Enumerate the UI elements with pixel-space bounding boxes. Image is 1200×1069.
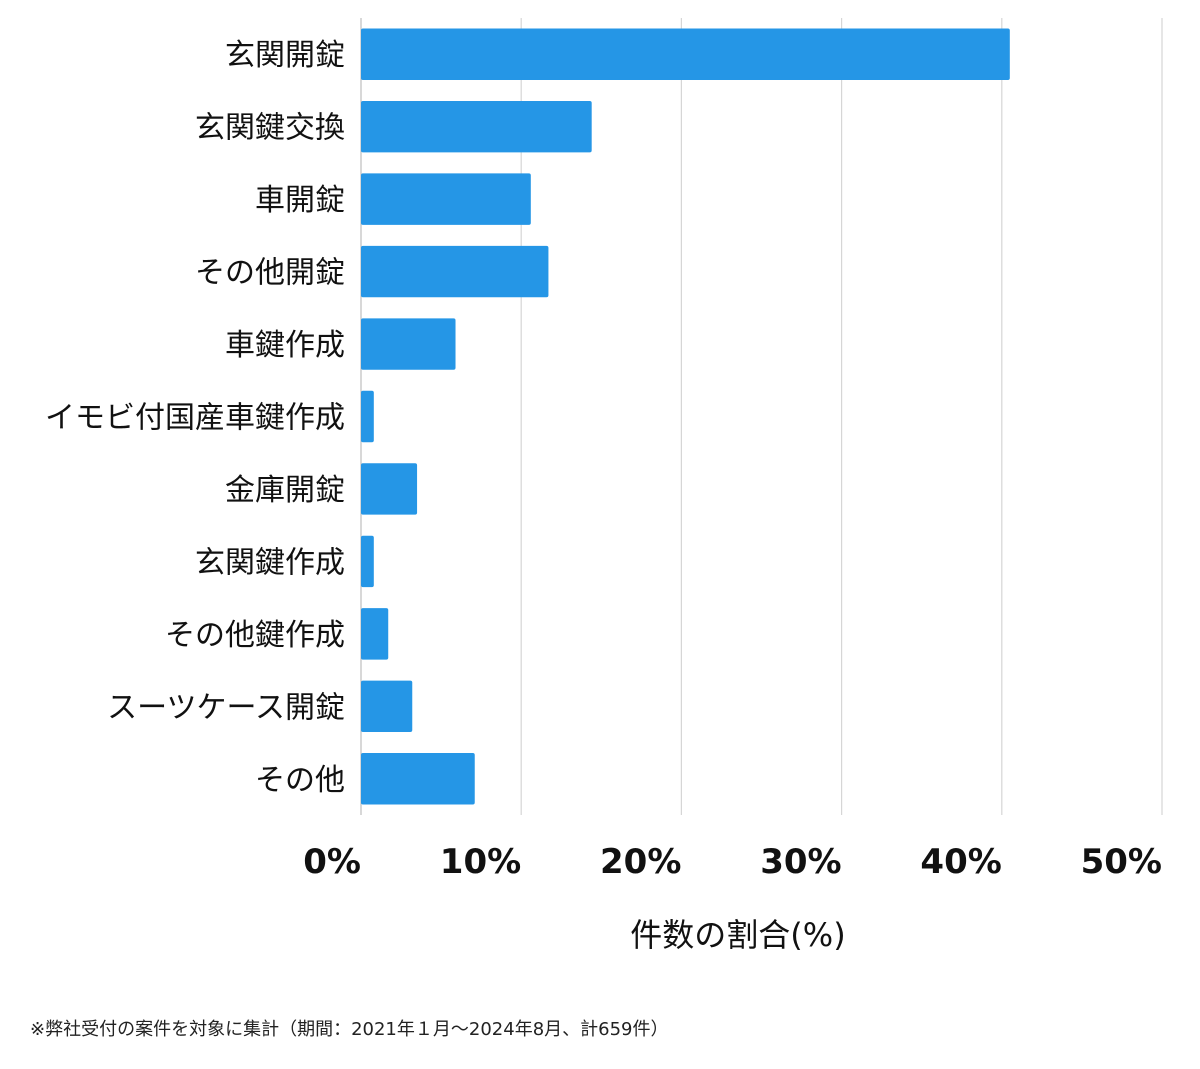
x-tick-label: 0% <box>303 842 361 882</box>
bar <box>361 463 418 515</box>
category-label: その他鍵作成 <box>165 618 345 653</box>
category-label: 車鍵作成 <box>225 328 345 363</box>
bar <box>361 100 592 153</box>
x-tick-label: 50% <box>1081 842 1162 882</box>
category-label: 玄関開錠 <box>225 38 345 73</box>
x-tick-label: 20% <box>600 842 681 882</box>
bar <box>361 318 456 370</box>
category-label: スーツケース開錠 <box>107 690 345 725</box>
category-label: 車開錠 <box>255 183 345 218</box>
bars <box>361 28 1010 805</box>
tick-labels: 0% 10% 20% 30% 40% 50% <box>303 842 1162 882</box>
bar-chart: 玄関開錠玄関鍵交換車開錠その他開錠車鍵作成イモビ付国産車鍵作成金庫開錠玄関鍵作成… <box>45 18 1163 954</box>
bar <box>361 608 389 660</box>
bar <box>361 173 531 225</box>
bar <box>361 753 475 805</box>
bar <box>361 390 374 443</box>
category-label: 金庫開錠 <box>225 473 345 508</box>
bar <box>361 245 549 298</box>
category-label: 玄関鍵作成 <box>195 545 345 580</box>
category-label: イモビ付国産車鍵作成 <box>45 401 345 436</box>
x-tick-label: 10% <box>440 842 521 882</box>
footnote: ※弊社受付の案件を対象に集計（期間：2021年１月〜2024年8月、計659件） <box>30 1019 669 1040</box>
x-tick-label: 40% <box>920 842 1001 882</box>
bar <box>361 28 1010 80</box>
x-tick-label: 30% <box>760 842 841 882</box>
bar <box>361 680 413 733</box>
category-labels: 玄関開錠玄関鍵交換車開錠その他開錠車鍵作成イモビ付国産車鍵作成金庫開錠玄関鍵作成… <box>45 38 345 798</box>
x-axis-title: 件数の割合(%) <box>630 916 845 954</box>
category-label: 玄関鍵交換 <box>195 111 345 146</box>
bar <box>361 535 374 588</box>
category-label: その他開錠 <box>195 256 345 291</box>
category-label: その他 <box>255 763 345 798</box>
